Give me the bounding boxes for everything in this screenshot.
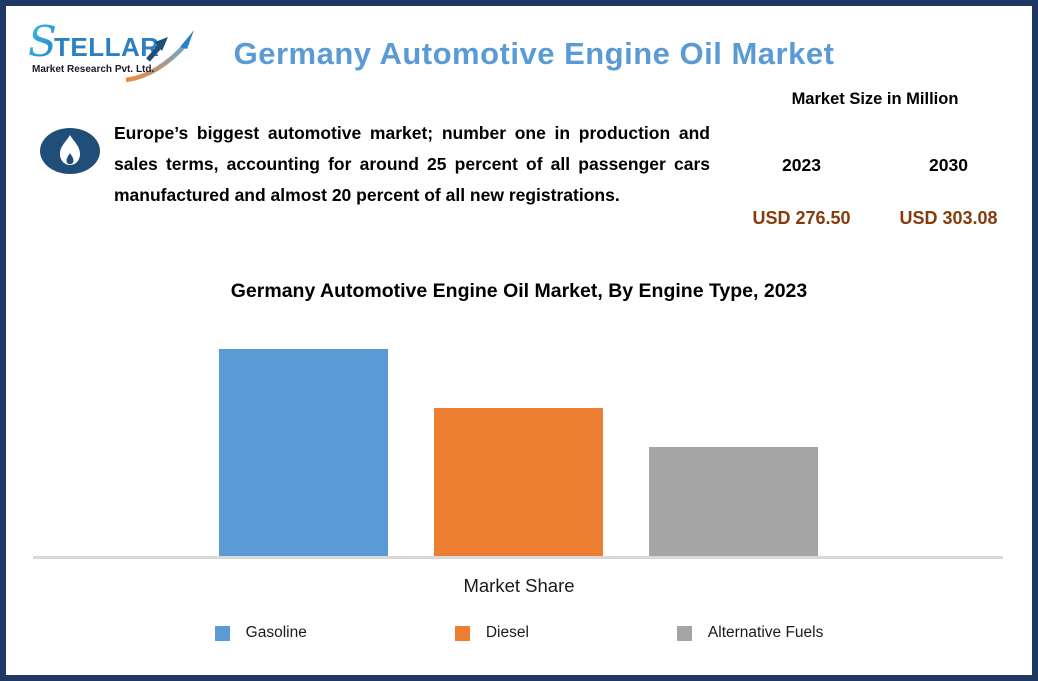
- legend-swatch-diesel: [454, 625, 470, 641]
- bar-diesel: [434, 408, 603, 556]
- logo-brand-text: TELLAR: [54, 32, 160, 62]
- legend-label-diesel: Diesel: [485, 624, 529, 641]
- x-axis-label: Market Share: [463, 575, 575, 596]
- bar-gasoline: [219, 349, 388, 556]
- chart-legend: Gasoline Diesel Alternative Fuels: [6, 624, 1032, 642]
- growth-arrow-icon: [125, 40, 190, 83]
- market-size-year-2030: 2030: [929, 155, 968, 175]
- summary-paragraph: Europe’s biggest automotive market; numb…: [114, 123, 710, 205]
- legend-swatch-alternative-fuels: [676, 625, 692, 641]
- market-size-value-2023: USD 276.50: [752, 208, 851, 228]
- market-size-year-2023: 2023: [782, 155, 821, 175]
- page-title: Germany Automotive Engine Oil Market: [233, 36, 835, 71]
- oil-flame-graphic: [40, 128, 100, 174]
- x-axis-line: [33, 556, 1003, 559]
- logo-small-arrow-head-icon: [155, 37, 168, 51]
- bar-chart-plot-area: [33, 324, 1003, 559]
- logo-small-arrow-icon: [146, 43, 163, 62]
- legend-item-diesel: Diesel: [454, 624, 529, 642]
- stellar-logo-graphic: S TELLAR Market Research Pvt. Ltd.: [28, 17, 194, 83]
- legend-label-gasoline: Gasoline: [245, 624, 307, 641]
- logo-tagline: Market Research Pvt. Ltd.: [32, 64, 154, 75]
- legend-item-alternative-fuels: Alternative Fuels: [676, 624, 824, 642]
- oil-flame-icon: [38, 126, 102, 176]
- legend-swatch-gasoline: [214, 625, 230, 641]
- market-size-block: Market Size in Million 2023 2030 USD 276…: [728, 90, 1022, 229]
- chart-title: Germany Automotive Engine Oil Market, By…: [230, 280, 808, 302]
- growth-arrow-head-icon: [180, 30, 194, 49]
- market-size-heading: Market Size in Million: [791, 90, 959, 108]
- bar-alternative-fuels: [649, 447, 818, 556]
- stellar-logo: S TELLAR Market Research Pvt. Ltd.: [28, 17, 203, 90]
- legend-item-gasoline: Gasoline: [214, 624, 307, 642]
- bar-plot: [219, 324, 818, 556]
- legend-label-alternative-fuels: Alternative Fuels: [707, 624, 824, 641]
- logo-letter-s: S: [28, 20, 57, 66]
- market-size-value-2030: USD 303.08: [899, 208, 998, 228]
